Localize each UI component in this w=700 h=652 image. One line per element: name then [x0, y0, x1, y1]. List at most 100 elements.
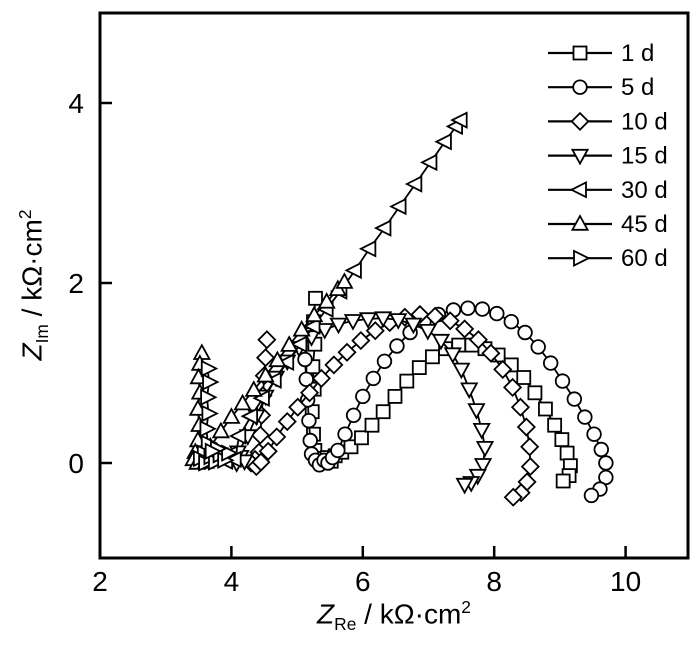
series-5-d-marker-circle	[355, 388, 371, 405]
series-30-d-marker-triangle-left	[252, 389, 270, 407]
series-15-d-marker-triangle-down	[473, 458, 493, 475]
legend-item-10-d-marker	[570, 111, 590, 131]
series-45-d-marker-triangle-up	[280, 335, 299, 352]
series-5-d-marker-circle	[583, 487, 600, 504]
legend-item-10-d-label: 10 d	[621, 108, 668, 135]
series-10-d-marker-diamond	[311, 368, 331, 388]
series-1-d-marker-square	[399, 373, 415, 389]
y-axis-exponent: 2	[15, 209, 36, 220]
series-30-d-marker-triangle-left	[450, 111, 468, 129]
series-15-d-marker-triangle-down	[455, 477, 474, 495]
series-45-d-marker-triangle-up	[211, 421, 231, 439]
legend-item-30-d-marker	[569, 181, 587, 199]
legend-item-5-d-marker	[572, 79, 588, 95]
series-10-d-marker-diamond	[258, 441, 278, 461]
series-15-d-marker-triangle-down	[343, 314, 363, 331]
series-60-d-marker-triangle-right	[199, 420, 217, 438]
series-5-d-marker-circle	[301, 413, 317, 429]
series-45-d-marker-triangle-up	[256, 365, 275, 383]
series-30-d-marker-triangle-left	[389, 197, 407, 216]
x-tick-label: 2	[92, 566, 108, 597]
series-1-d-marker-square	[547, 417, 563, 433]
series-45-d-marker-triangle-up	[335, 272, 354, 289]
y-axis-title: ZIm / kΩ·cm2	[15, 210, 53, 361]
series-15-d-marker-triangle-down	[460, 382, 479, 400]
series-1-d-marker-square	[364, 417, 380, 433]
legend-item-15-d-marker	[570, 148, 590, 166]
series-60-d-marker-triangle-right	[204, 442, 223, 461]
series-30-d-marker-triangle-left	[276, 353, 295, 371]
series-30-d-marker-triangle-left	[264, 371, 282, 389]
series-10-d-marker-diamond	[277, 412, 297, 432]
legend-item-15-d-label: 15 d	[621, 143, 668, 170]
legend-item-30-d-label: 30 d	[621, 177, 668, 204]
series-5-d-marker-circle	[302, 432, 318, 449]
series-5-d-marker-circle	[530, 339, 546, 355]
series-30-d-marker-triangle-left	[303, 317, 321, 335]
series-30-d-marker-triangle-left	[358, 240, 377, 258]
series-5-d-marker-circle	[345, 407, 362, 424]
series-15-d-marker-triangle-down	[374, 311, 393, 328]
series-5-d-marker-circle	[593, 441, 609, 458]
x-axis-subscript: Re	[334, 613, 357, 634]
series-5-d-marker-circle	[503, 314, 519, 330]
series-1-d-marker-square	[308, 290, 323, 306]
series-10-d-marker-diamond	[520, 437, 540, 457]
series-10-d-marker-diamond	[251, 452, 271, 472]
series-10-d-marker-diamond	[468, 330, 488, 350]
series-5-d-marker-circle	[460, 300, 476, 316]
series-5-d-marker-circle	[489, 305, 505, 322]
series-45-d-marker-triangle-up	[268, 350, 287, 368]
series-10-d-marker-diamond	[351, 331, 371, 351]
series-15-d-marker-triangle-down	[452, 362, 471, 380]
series-5-d-marker-circle	[577, 409, 593, 425]
legend-item-60-d-label: 60 d	[621, 245, 668, 272]
series-1-d-marker-square	[516, 370, 532, 385]
series-45-d-marker-triangle-up	[305, 305, 324, 323]
series-15-d-marker-triangle-down	[472, 422, 491, 440]
series-5-d-marker-circle	[297, 351, 313, 368]
series-1-d-marker-square	[425, 349, 440, 365]
legend-item-45-d-marker	[570, 214, 590, 231]
series-5-d-marker-circle	[365, 370, 382, 387]
series-30-d-marker-triangle-left	[344, 261, 362, 280]
series-10-d-marker-diamond	[503, 487, 523, 507]
series-15-d-marker-triangle-down	[404, 317, 423, 335]
series-30-d-marker-triangle-left	[240, 407, 259, 425]
series-15-d-marker-triangle-down	[443, 347, 462, 364]
x-tick-label: 8	[486, 566, 502, 597]
series-10-d-marker-diamond	[503, 377, 523, 397]
series-10-d-marker-diamond	[516, 417, 536, 437]
y-axis-symbol: Z	[16, 343, 48, 361]
series-1-d-marker-square	[354, 430, 369, 446]
x-axis-exponent: 2	[461, 597, 471, 617]
legend-item-60-d-marker	[573, 249, 591, 267]
series-1-d-marker-square	[555, 473, 571, 489]
series-10-d-marker-diamond	[520, 457, 540, 477]
series-60-d-marker-triangle-right	[202, 373, 220, 391]
series-1-d-marker-square	[375, 404, 391, 420]
y-tick-label: 4	[68, 88, 84, 119]
legend-item-45-d-label: 45 d	[621, 211, 668, 238]
series-10-d-marker-diamond	[337, 342, 357, 362]
y-axis-unit: kΩ·cm	[16, 219, 48, 301]
series-5-d-marker-circle	[330, 442, 346, 459]
series-1-d-marker-square	[411, 360, 427, 376]
y-tick-label: 2	[68, 268, 84, 299]
x-tick-label: 6	[355, 566, 371, 597]
series-45-d-marker-triangle-up	[192, 343, 211, 360]
series-5-d-marker-circle	[554, 373, 571, 389]
series-30-d-marker-triangle-left	[289, 335, 308, 353]
series-15-d-marker-triangle-down	[315, 323, 334, 340]
series-5-d-marker-circle	[376, 353, 393, 370]
series-10-d-marker-diamond	[510, 397, 531, 417]
y-axis-separator: /	[16, 300, 48, 325]
y-axis-subscript: Im	[31, 324, 52, 344]
legend-item-5-d-label: 5 d	[621, 74, 654, 101]
series-30-d-marker-triangle-left	[228, 427, 247, 445]
series-10-d-marker-diamond	[440, 311, 460, 331]
x-axis-unit: kΩ·cm	[379, 598, 462, 630]
series-10-d-marker-diamond	[455, 319, 475, 339]
series-10-d-marker-diamond	[288, 397, 308, 417]
